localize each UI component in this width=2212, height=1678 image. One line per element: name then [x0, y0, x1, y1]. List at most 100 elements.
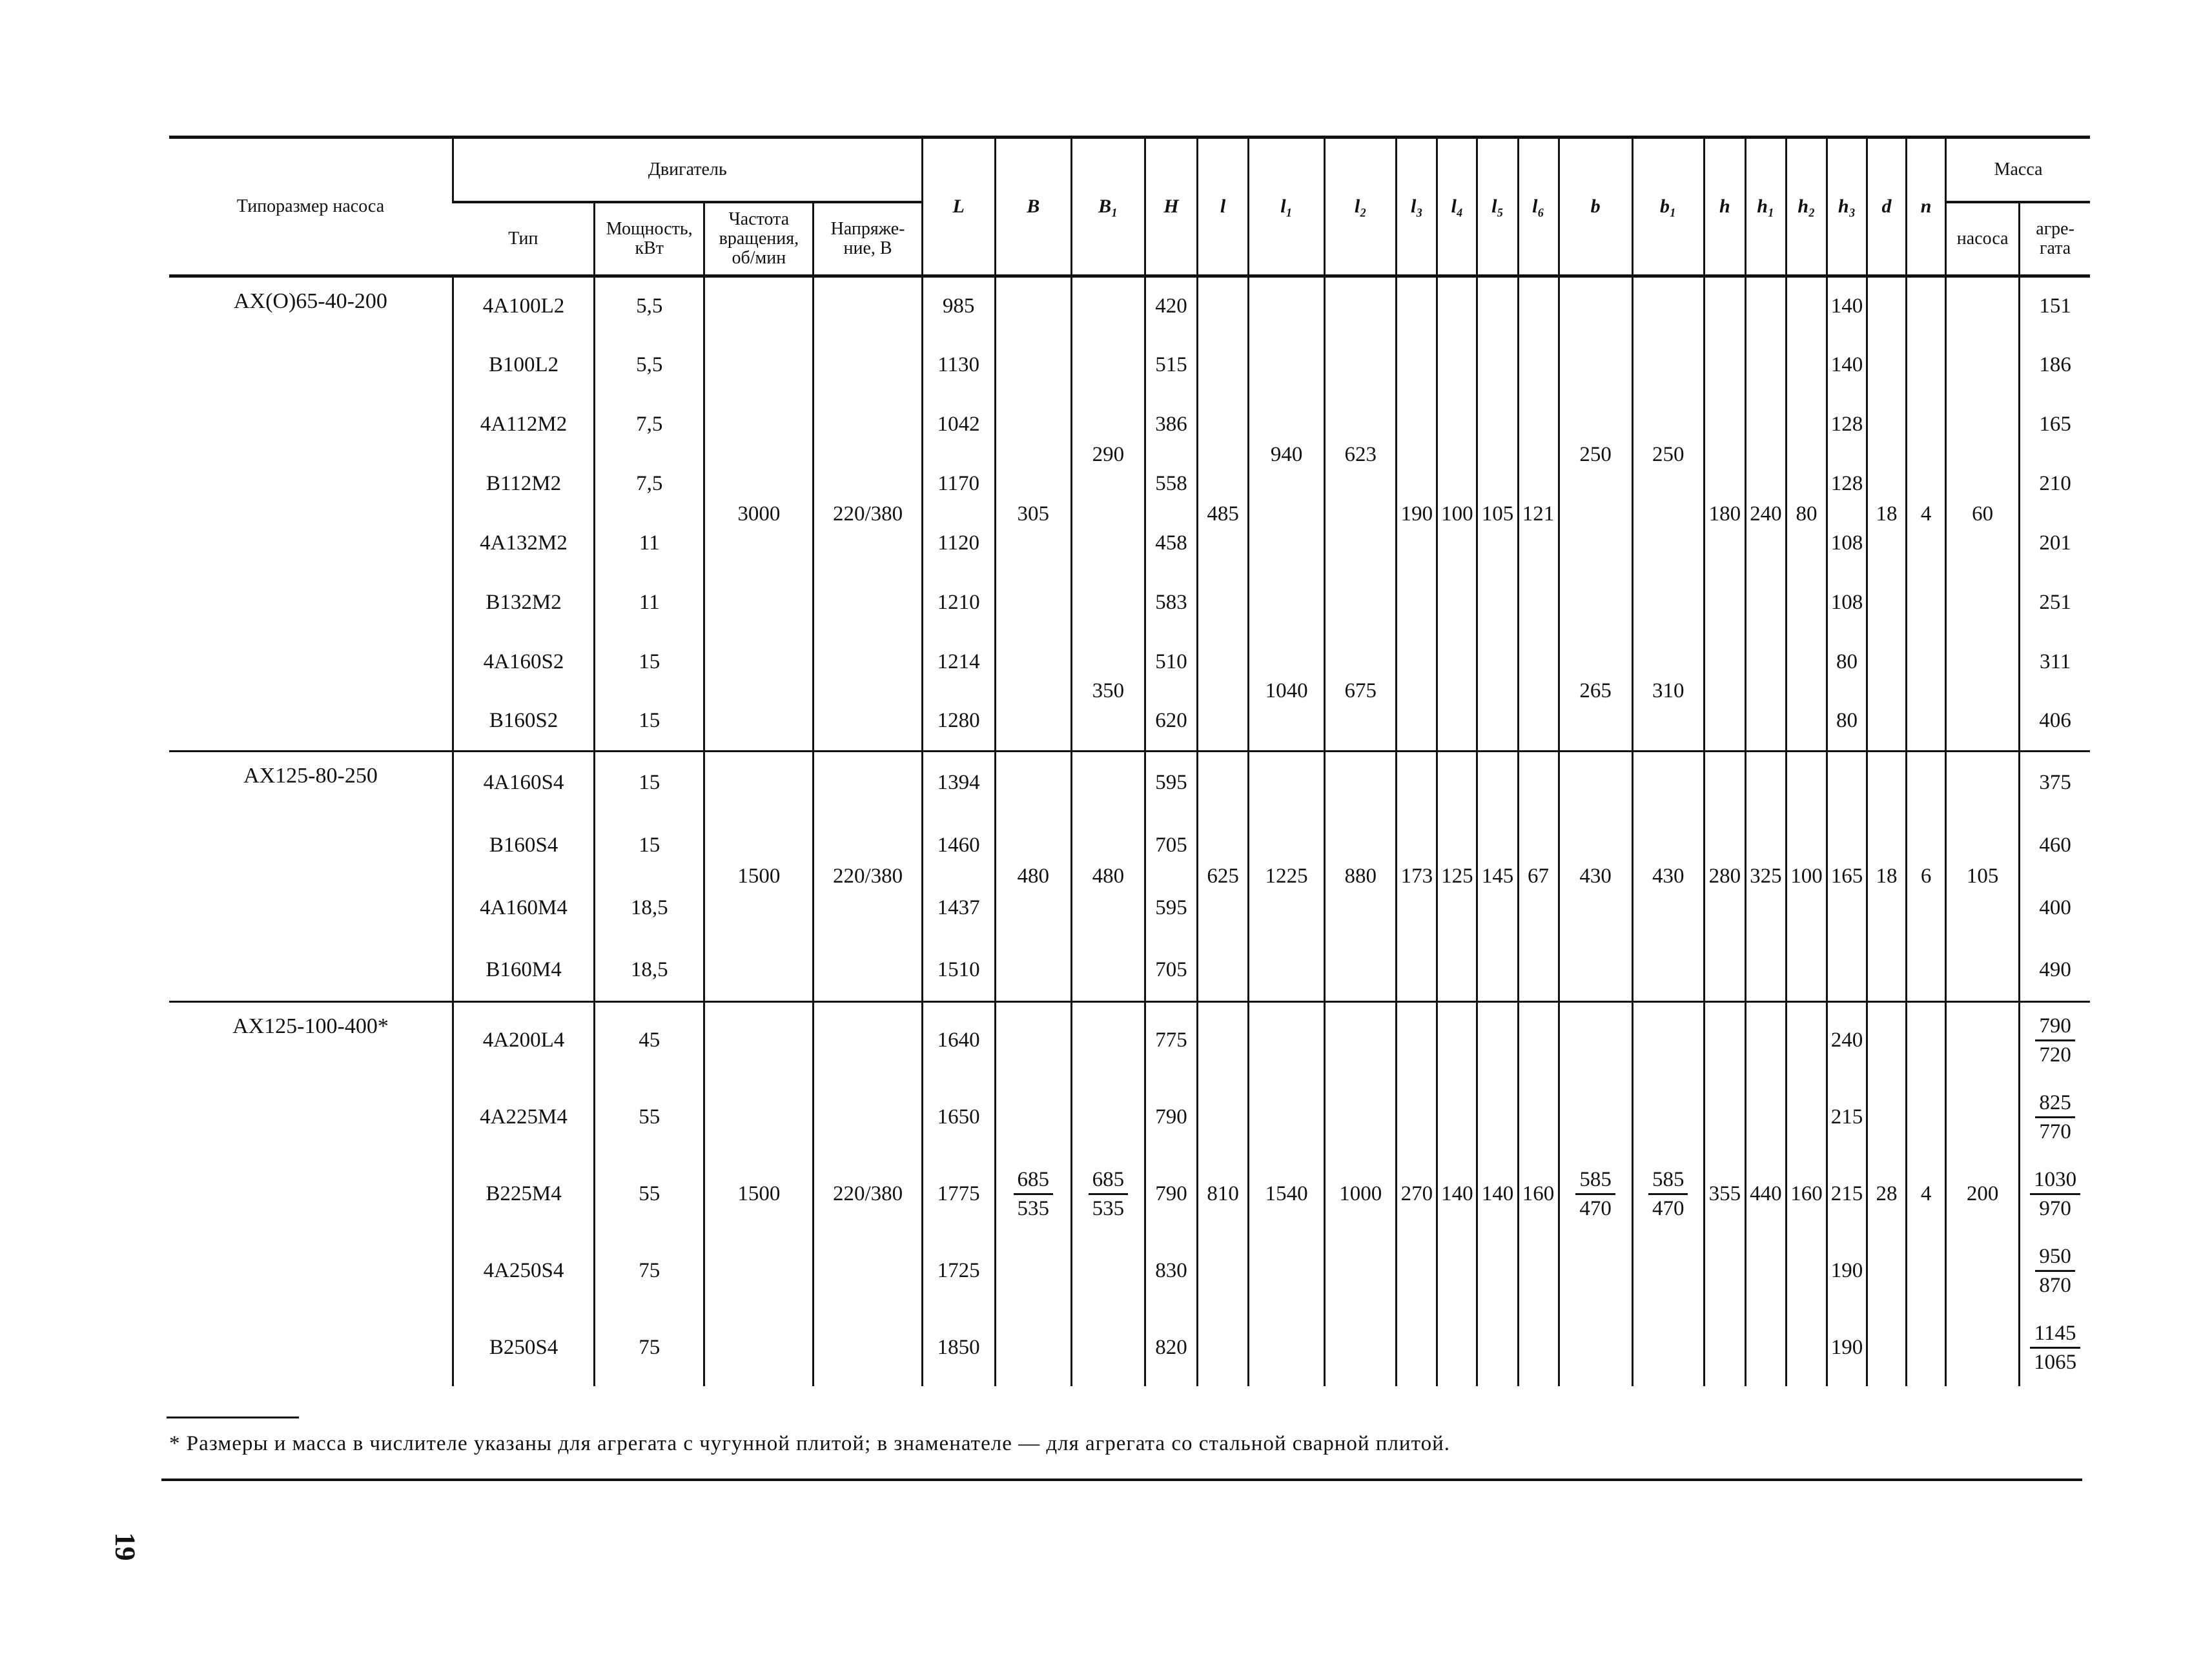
cell-H: 830	[1143, 1232, 1198, 1309]
table-row: В160S2 15 1280 620 80 406	[169, 691, 2090, 752]
cell-l6: 121	[1517, 276, 1559, 752]
cell-h3: 140	[1825, 335, 1867, 395]
denominator: 535	[1017, 1197, 1050, 1221]
table-row: 4А132М2 11 1120 458 108 201	[169, 513, 2090, 573]
fraction-value: 1030 970	[2030, 1166, 2081, 1222]
cell-mass-unit: 1030 970	[2018, 1155, 2090, 1233]
denominator: 470	[1579, 1197, 1612, 1221]
header-d: d	[1866, 136, 1907, 278]
cell-power: 7,5	[593, 454, 704, 514]
fraction-value: 685 535	[1013, 1166, 1054, 1222]
cell-freq: 1500	[703, 750, 814, 1002]
cell-mass-unit: 950 870	[2018, 1232, 2090, 1309]
cell-mass-unit: 201	[2018, 513, 2090, 573]
header-mass: Масса	[1945, 136, 2090, 202]
denominator: 1065	[2034, 1350, 2077, 1374]
numerator: 1145	[2030, 1320, 2081, 1349]
table-row: В225М4 55 1775 790 215 1030 970	[169, 1155, 2090, 1233]
cell-h: 355	[1703, 1001, 1746, 1386]
cell-h: 280	[1703, 750, 1746, 1002]
cell-B: 685 535	[994, 1001, 1072, 1386]
fraction-value: 1145 1065	[2030, 1320, 2081, 1376]
cell-mass-unit: 186	[2018, 335, 2090, 395]
cell-d: 18	[1866, 276, 1907, 752]
cell-H: 458	[1143, 513, 1198, 573]
cell-power: 5,5	[593, 335, 704, 395]
cell-H: 790	[1143, 1155, 1198, 1233]
table-row: АХ(О)65-40-200 4А100L2 5,5 3000 220/380 985 30…	[169, 276, 2090, 752]
cell-L: 1130	[921, 335, 996, 395]
header-frequency: Частота вращения, об/мин	[703, 201, 814, 278]
header-h2: h₂	[1785, 136, 1827, 278]
cell-L: 1120	[921, 513, 996, 573]
cell-l: 485	[1196, 276, 1249, 752]
cell-h3: 165	[1825, 750, 1867, 1002]
cell-B1: 480	[1070, 750, 1145, 1002]
cell-power: 15	[593, 632, 704, 692]
cell-L: 1280	[921, 691, 996, 752]
cell-n: 4	[1905, 276, 1946, 752]
cell-power: 11	[593, 513, 704, 573]
cell-power: 5,5	[593, 276, 704, 336]
cell-mass-unit: 406	[2018, 691, 2090, 752]
table-row: В250S4 75 1850 820 190 1145 1065	[169, 1309, 2090, 1386]
header-h1: h₁	[1744, 136, 1787, 278]
cell-mass-unit: 165	[2018, 394, 2090, 455]
cell-l6: 160	[1517, 1001, 1559, 1386]
cell-B1: 685 535	[1070, 1001, 1145, 1386]
header-voltage: Напряже- ние, В	[812, 201, 923, 278]
cell-H: 820	[1143, 1309, 1198, 1386]
pump-size-cell: АХ(О)65-40-200	[233, 289, 387, 313]
cell-freq: 3000	[703, 276, 814, 752]
cell-H: 510	[1143, 632, 1198, 692]
header-l6: l₆	[1517, 136, 1559, 278]
cell-l4: 100	[1436, 276, 1477, 752]
cell-mass-unit: 490	[2018, 939, 2090, 1002]
page-number: 19	[109, 1532, 141, 1561]
pump-size-cell: АХ125-100-400*	[169, 1001, 453, 1386]
cell-L: 1640	[921, 1001, 996, 1079]
fraction-value: 685 535	[1088, 1166, 1129, 1222]
numerator: 950	[2035, 1243, 2075, 1272]
cell-type: В225М4	[451, 1155, 595, 1233]
cell-h3: 108	[1825, 513, 1867, 573]
cell-type: 4А200L4	[451, 1001, 595, 1079]
cell-L: 1210	[921, 573, 996, 633]
footnote-rule	[167, 1417, 299, 1418]
cell-B1: 350	[1070, 632, 1145, 752]
cell-n: 6	[1905, 750, 1946, 1002]
numerator: 825	[2035, 1089, 2075, 1118]
cell-l2: 623	[1324, 276, 1397, 633]
cell-type: В160М4	[451, 939, 595, 1002]
table-row: АХ125-100-400* 4А200L4 45 1500 220/380 1640 68…	[169, 1001, 2090, 1386]
cell-L: 1437	[921, 876, 996, 939]
numerator: 790	[2035, 1012, 2075, 1042]
table-row: 4А160S2 15 1214 350 510 1040 675 265 310 80 311	[169, 632, 2090, 752]
cell-power: 15	[593, 691, 704, 752]
cell-H: 386	[1143, 394, 1198, 455]
cell-power: 7,5	[593, 394, 704, 455]
denominator: 535	[1092, 1197, 1125, 1221]
cell-l: 625	[1196, 750, 1249, 1002]
cell-power: 11	[593, 573, 704, 633]
cell-L: 1725	[921, 1232, 996, 1309]
cell-type: 4А160S2	[451, 632, 595, 692]
cell-type: В100L2	[451, 335, 595, 395]
header-h3: h₃	[1825, 136, 1867, 278]
cell-b: 585 470	[1557, 1001, 1633, 1386]
cell-H: 790	[1143, 1078, 1198, 1156]
cell-voltage: 220/380	[812, 750, 923, 1002]
cell-H: 775	[1143, 1001, 1198, 1079]
cell-type: 4А132М2	[451, 513, 595, 573]
cell-power: 15	[593, 750, 704, 814]
cell-l5: 140	[1476, 1001, 1518, 1386]
cell-power: 55	[593, 1155, 704, 1233]
fraction-value: 585 470	[1648, 1166, 1688, 1222]
cell-l5: 105	[1476, 276, 1518, 752]
cell-voltage: 220/380	[812, 276, 923, 752]
cell-h1: 440	[1744, 1001, 1787, 1386]
cell-L: 1510	[921, 939, 996, 1002]
cell-type: В112М2	[451, 454, 595, 514]
table-row: 4А112М2 7,5 1042 386 128 165	[169, 394, 2090, 455]
header-mass-unit: агре- гата	[2018, 201, 2090, 278]
